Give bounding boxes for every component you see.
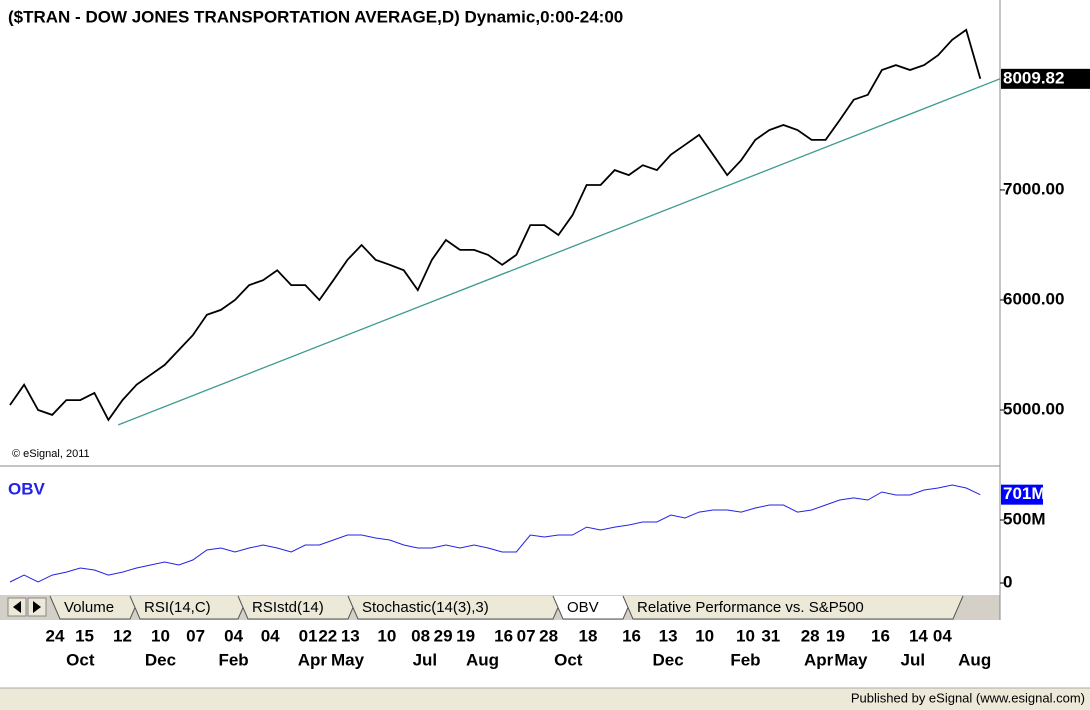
x-day-label: 10: [151, 626, 170, 645]
tab-label: RSI(14,C): [144, 599, 211, 616]
x-day-label: 07: [186, 626, 205, 645]
y-tick-label: 0: [1003, 573, 1012, 592]
x-month-label: May: [331, 650, 365, 669]
x-day-label: 04: [261, 626, 280, 645]
x-day-label: 16: [622, 626, 641, 645]
x-day-label: 10: [736, 626, 755, 645]
x-day-label: 13: [341, 626, 360, 645]
x-month-label: Feb: [730, 650, 760, 669]
x-month-label: May: [834, 650, 868, 669]
tab-label: Relative Performance vs. S&P500: [637, 599, 864, 616]
copyright: © eSignal, 2011: [12, 448, 90, 460]
x-day-label: 14: [909, 626, 928, 645]
x-day-label: 29: [434, 626, 453, 645]
y-tick-label: 6000.00: [1003, 289, 1064, 308]
trendline: [118, 78, 1001, 426]
x-month-label: Dec: [653, 650, 684, 669]
x-month-label: Aug: [958, 650, 991, 669]
tab[interactable]: [622, 595, 964, 620]
chart-title: ($TRAN - DOW JONES TRANSPORTATION AVERAG…: [8, 7, 623, 26]
x-day-label: 10: [377, 626, 396, 645]
x-day-label: 24: [46, 626, 65, 645]
x-month-label: Jul: [413, 650, 438, 669]
obv-title: OBV: [8, 479, 46, 498]
x-day-label: 10: [695, 626, 714, 645]
x-day-label: 04: [224, 626, 243, 645]
series-line: [9, 28, 982, 422]
y-tick-label: 500M: [1003, 509, 1046, 528]
last-value-box: [1001, 484, 1043, 505]
tab-label: RSIstd(14): [252, 599, 324, 616]
y-tick-label: 5000.00: [1003, 399, 1064, 418]
x-month-label: Feb: [218, 650, 248, 669]
scroll-left-icon: [13, 601, 21, 613]
tabs: Volume RSI(14,C) RSIstd(14) Stochastic(14(3…: [49, 595, 964, 620]
x-month-label: Dec: [145, 650, 176, 669]
x-month-label: Oct: [554, 650, 583, 669]
last-value-label: 8009.82: [1003, 68, 1064, 87]
x-day-label: 15: [75, 626, 94, 645]
x-day-label: 12: [113, 626, 132, 645]
x-month-label: Apr: [804, 650, 834, 669]
x-day-label: 13: [659, 626, 678, 645]
footer-bar: [0, 688, 1090, 710]
x-day-label: 28: [801, 626, 820, 645]
x-day-label: 19: [456, 626, 475, 645]
x-month-label: Oct: [66, 650, 95, 669]
x-day-label: 16: [494, 626, 513, 645]
x-month-label: Aug: [466, 650, 499, 669]
tab-label: OBV: [567, 599, 599, 616]
x-month-label: Apr: [298, 650, 328, 669]
last-value-label: 701M: [1003, 484, 1046, 503]
x-day-label: 16: [871, 626, 890, 645]
tab-label: Volume: [64, 599, 114, 616]
x-day-label: 18: [579, 626, 598, 645]
series-line: [9, 484, 981, 583]
footer: Published by eSignal (www.esignal.com): [851, 690, 1085, 705]
y-tick-label: 7000.00: [1003, 179, 1064, 198]
tab-label: Stochastic(14(3),3): [362, 599, 489, 616]
x-day-label: 19: [826, 626, 845, 645]
x-day-label: 31: [761, 626, 780, 645]
x-day-label: 22: [318, 626, 337, 645]
x-day-label: 07: [517, 626, 536, 645]
x-day-label: 04: [933, 626, 952, 645]
x-day-label: 01: [299, 626, 318, 645]
scroll-right-icon: [33, 601, 41, 613]
x-day-label: 28: [539, 626, 558, 645]
x-month-label: Jul: [901, 650, 926, 669]
x-day-label: 08: [411, 626, 430, 645]
last-value-box: [1001, 68, 1090, 89]
